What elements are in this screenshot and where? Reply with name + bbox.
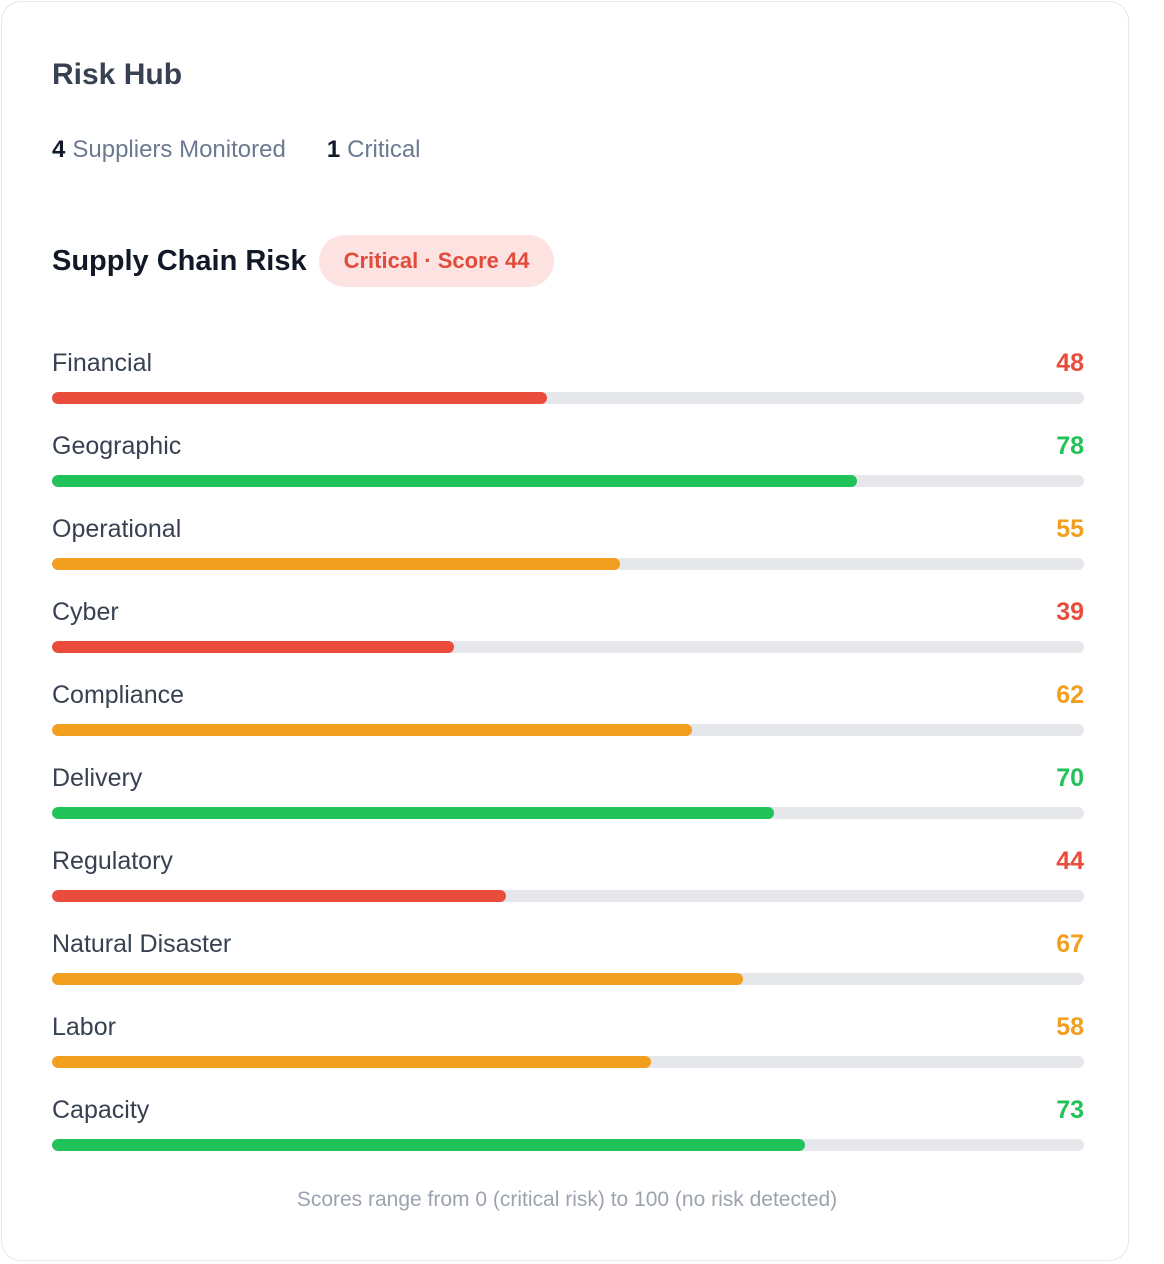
section-title: Supply Chain Risk [52, 245, 307, 277]
risk-label: Cyber [52, 598, 119, 626]
summary-stats: 4 Suppliers Monitored 1 Critical [52, 134, 421, 166]
risk-bar-track [52, 641, 1084, 653]
risk-bar-fill [52, 973, 744, 985]
page-title: Risk Hub [52, 58, 183, 91]
risk-row: Financial 48 [52, 345, 1084, 428]
risk-row: Delivery 70 [52, 760, 1084, 843]
risk-bar-track [52, 973, 1084, 985]
risk-bar-track [52, 890, 1084, 902]
risk-label: Geographic [52, 432, 182, 460]
risk-bar-fill [52, 807, 775, 819]
risk-label: Natural Disaster [52, 930, 232, 958]
risk-score: 55 [1056, 515, 1084, 543]
risk-list: Financial 48 Geographic 78 Operational 55 Cybe… [52, 345, 1084, 1175]
risk-bar-track [52, 1056, 1084, 1068]
risk-bar-fill [52, 475, 857, 487]
risk-bar-fill [52, 641, 455, 653]
risk-row: Operational 55 [52, 511, 1084, 594]
risk-bar-track [52, 475, 1084, 487]
stat-label: Suppliers Monitored [72, 136, 286, 163]
risk-score: 39 [1056, 598, 1084, 626]
risk-label: Capacity [52, 1096, 150, 1124]
risk-score: 70 [1056, 764, 1084, 792]
stat-value: 1 [326, 136, 341, 163]
risk-bar-track [52, 724, 1084, 736]
risk-label: Operational [52, 515, 182, 543]
risk-bar-fill [52, 558, 620, 570]
stat-label: Critical [347, 136, 421, 163]
section-header: Supply Chain Risk Critical · Score 44 [52, 235, 555, 287]
risk-row: Compliance 62 [52, 677, 1084, 760]
risk-bar-track [52, 392, 1084, 404]
risk-bar-fill [52, 392, 548, 404]
risk-hub-card: Risk Hub 4 Suppliers Monitored 1 Critica… [1, 1, 1129, 1261]
stat-critical: 1 Critical [327, 134, 421, 166]
risk-bar-track [52, 1139, 1084, 1151]
risk-label: Labor [52, 1013, 116, 1041]
stat-value: 4 [52, 136, 66, 163]
risk-score: 78 [1056, 432, 1084, 460]
risk-bar-fill [52, 724, 692, 736]
risk-row: Geographic 78 [52, 428, 1084, 511]
risk-row: Regulatory 44 [52, 843, 1084, 926]
risk-score: 67 [1056, 930, 1084, 958]
risk-bar-fill [52, 890, 507, 902]
risk-bar-track [52, 807, 1084, 819]
risk-score: 48 [1056, 349, 1084, 377]
risk-score: 62 [1056, 681, 1084, 709]
risk-score: 44 [1056, 847, 1084, 875]
risk-label: Delivery [52, 764, 143, 792]
risk-label: Financial [52, 349, 153, 377]
risk-row: Capacity 73 [52, 1092, 1084, 1175]
risk-row: Natural Disaster 67 [52, 926, 1084, 1009]
risk-row: Cyber 39 [52, 594, 1084, 677]
risk-row: Labor 58 [52, 1009, 1084, 1092]
risk-bar-fill [52, 1056, 651, 1068]
stat-suppliers-monitored: 4 Suppliers Monitored [52, 134, 286, 166]
footnote: Scores range from 0 (critical risk) to 1… [296, 1188, 838, 1211]
risk-bar-fill [52, 1139, 806, 1151]
status-badge: Critical · Score 44 [318, 235, 555, 287]
risk-label: Regulatory [52, 847, 173, 875]
risk-bar-track [52, 558, 1084, 570]
risk-score: 58 [1056, 1013, 1084, 1041]
risk-label: Compliance [52, 681, 185, 709]
risk-score: 73 [1056, 1096, 1084, 1124]
